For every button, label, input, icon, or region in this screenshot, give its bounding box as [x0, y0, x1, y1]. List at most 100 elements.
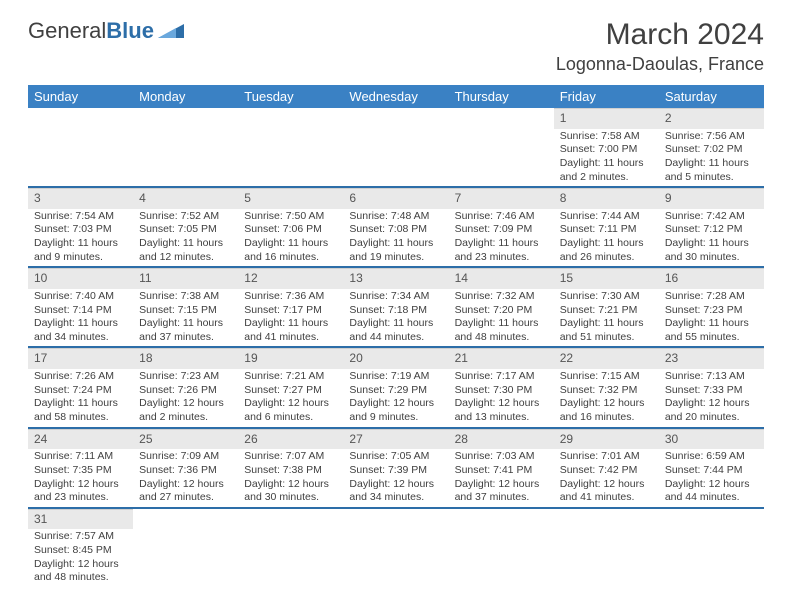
day-body: Sunrise: 7:19 AMSunset: 7:29 PMDaylight:…: [343, 369, 448, 427]
daylight-line: Daylight: 12 hours and 16 minutes.: [560, 397, 653, 424]
calendar-cell: 5Sunrise: 7:50 AMSunset: 7:06 PMDaylight…: [238, 187, 343, 267]
day-number: 31: [28, 509, 133, 530]
calendar-cell: 2Sunrise: 7:56 AMSunset: 7:02 PMDaylight…: [659, 108, 764, 187]
day-number: 14: [449, 268, 554, 289]
daylight-line: Daylight: 12 hours and 2 minutes.: [139, 397, 232, 424]
daylight-line: Daylight: 11 hours and 5 minutes.: [665, 157, 758, 184]
day-number: 18: [133, 348, 238, 369]
calendar-cell: 7Sunrise: 7:46 AMSunset: 7:09 PMDaylight…: [449, 187, 554, 267]
sunrise-line: Sunrise: 7:15 AM: [560, 370, 653, 384]
calendar-cell: [554, 508, 659, 587]
calendar-cell: 18Sunrise: 7:23 AMSunset: 7:26 PMDayligh…: [133, 347, 238, 427]
day-number: 10: [28, 268, 133, 289]
day-body: Sunrise: 7:58 AMSunset: 7:00 PMDaylight:…: [554, 129, 659, 187]
daylight-line: Daylight: 11 hours and 58 minutes.: [34, 397, 127, 424]
daylight-line: Daylight: 11 hours and 23 minutes.: [455, 237, 548, 264]
calendar-cell: 28Sunrise: 7:03 AMSunset: 7:41 PMDayligh…: [449, 428, 554, 508]
sunrise-line: Sunrise: 7:19 AM: [349, 370, 442, 384]
daylight-line: Daylight: 12 hours and 34 minutes.: [349, 478, 442, 505]
calendar-table: SundayMondayTuesdayWednesdayThursdayFrid…: [28, 85, 764, 587]
day-number: 1: [554, 108, 659, 129]
day-body: Sunrise: 7:56 AMSunset: 7:02 PMDaylight:…: [659, 129, 764, 187]
logo-text-1: General: [28, 18, 106, 44]
weekday-header: Saturday: [659, 85, 764, 108]
calendar-cell: 24Sunrise: 7:11 AMSunset: 7:35 PMDayligh…: [28, 428, 133, 508]
sunset-line: Sunset: 7:02 PM: [665, 143, 758, 157]
calendar-week-row: 17Sunrise: 7:26 AMSunset: 7:24 PMDayligh…: [28, 347, 764, 427]
logo-text-2: Blue: [106, 18, 154, 44]
day-body: Sunrise: 7:54 AMSunset: 7:03 PMDaylight:…: [28, 209, 133, 267]
daylight-line: Daylight: 11 hours and 34 minutes.: [34, 317, 127, 344]
calendar-cell: [343, 108, 448, 187]
calendar-cell: 30Sunrise: 6:59 AMSunset: 7:44 PMDayligh…: [659, 428, 764, 508]
sunset-line: Sunset: 7:35 PM: [34, 464, 127, 478]
day-number: 3: [28, 188, 133, 209]
daylight-line: Daylight: 11 hours and 2 minutes.: [560, 157, 653, 184]
day-number: 19: [238, 348, 343, 369]
sunrise-line: Sunrise: 7:40 AM: [34, 290, 127, 304]
sunrise-line: Sunrise: 7:50 AM: [244, 210, 337, 224]
sunset-line: Sunset: 7:17 PM: [244, 304, 337, 318]
sunset-line: Sunset: 7:12 PM: [665, 223, 758, 237]
calendar-week-row: 3Sunrise: 7:54 AMSunset: 7:03 PMDaylight…: [28, 187, 764, 267]
day-number: 23: [659, 348, 764, 369]
daylight-line: Daylight: 11 hours and 19 minutes.: [349, 237, 442, 264]
sunset-line: Sunset: 7:26 PM: [139, 384, 232, 398]
calendar-cell: 9Sunrise: 7:42 AMSunset: 7:12 PMDaylight…: [659, 187, 764, 267]
calendar-cell: 22Sunrise: 7:15 AMSunset: 7:32 PMDayligh…: [554, 347, 659, 427]
calendar-cell: 29Sunrise: 7:01 AMSunset: 7:42 PMDayligh…: [554, 428, 659, 508]
sunset-line: Sunset: 7:44 PM: [665, 464, 758, 478]
sunset-line: Sunset: 7:32 PM: [560, 384, 653, 398]
day-number: 9: [659, 188, 764, 209]
sunset-line: Sunset: 7:41 PM: [455, 464, 548, 478]
calendar-week-row: 24Sunrise: 7:11 AMSunset: 7:35 PMDayligh…: [28, 428, 764, 508]
weekday-header: Sunday: [28, 85, 133, 108]
calendar-cell: 25Sunrise: 7:09 AMSunset: 7:36 PMDayligh…: [133, 428, 238, 508]
day-number: 29: [554, 429, 659, 450]
sunrise-line: Sunrise: 7:13 AM: [665, 370, 758, 384]
calendar-week-row: 31Sunrise: 7:57 AMSunset: 8:45 PMDayligh…: [28, 508, 764, 587]
logo: GeneralBlue: [28, 18, 184, 44]
sunrise-line: Sunrise: 7:34 AM: [349, 290, 442, 304]
day-body: Sunrise: 7:07 AMSunset: 7:38 PMDaylight:…: [238, 449, 343, 507]
daylight-line: Daylight: 11 hours and 16 minutes.: [244, 237, 337, 264]
sunrise-line: Sunrise: 7:58 AM: [560, 130, 653, 144]
sunset-line: Sunset: 7:39 PM: [349, 464, 442, 478]
sunset-line: Sunset: 7:06 PM: [244, 223, 337, 237]
day-body: Sunrise: 7:48 AMSunset: 7:08 PMDaylight:…: [343, 209, 448, 267]
sunrise-line: Sunrise: 7:01 AM: [560, 450, 653, 464]
calendar-cell: 27Sunrise: 7:05 AMSunset: 7:39 PMDayligh…: [343, 428, 448, 508]
sunrise-line: Sunrise: 7:54 AM: [34, 210, 127, 224]
sunset-line: Sunset: 7:03 PM: [34, 223, 127, 237]
daylight-line: Daylight: 11 hours and 41 minutes.: [244, 317, 337, 344]
day-number: 17: [28, 348, 133, 369]
location: Logonna-Daoulas, France: [556, 54, 764, 75]
calendar-cell: 19Sunrise: 7:21 AMSunset: 7:27 PMDayligh…: [238, 347, 343, 427]
daylight-line: Daylight: 11 hours and 37 minutes.: [139, 317, 232, 344]
daylight-line: Daylight: 12 hours and 37 minutes.: [455, 478, 548, 505]
day-number: 7: [449, 188, 554, 209]
day-number: 13: [343, 268, 448, 289]
day-body: Sunrise: 7:15 AMSunset: 7:32 PMDaylight:…: [554, 369, 659, 427]
day-body: Sunrise: 7:38 AMSunset: 7:15 PMDaylight:…: [133, 289, 238, 347]
day-body: Sunrise: 7:03 AMSunset: 7:41 PMDaylight:…: [449, 449, 554, 507]
day-number: 20: [343, 348, 448, 369]
sunset-line: Sunset: 7:11 PM: [560, 223, 653, 237]
sunrise-line: Sunrise: 7:52 AM: [139, 210, 232, 224]
sunrise-line: Sunrise: 7:42 AM: [665, 210, 758, 224]
calendar-cell: 26Sunrise: 7:07 AMSunset: 7:38 PMDayligh…: [238, 428, 343, 508]
day-number: 2: [659, 108, 764, 129]
day-body: Sunrise: 7:01 AMSunset: 7:42 PMDaylight:…: [554, 449, 659, 507]
day-number: 11: [133, 268, 238, 289]
sunset-line: Sunset: 7:38 PM: [244, 464, 337, 478]
calendar-cell: 4Sunrise: 7:52 AMSunset: 7:05 PMDaylight…: [133, 187, 238, 267]
daylight-line: Daylight: 12 hours and 30 minutes.: [244, 478, 337, 505]
title-block: March 2024 Logonna-Daoulas, France: [556, 18, 764, 75]
sunrise-line: Sunrise: 7:57 AM: [34, 530, 127, 544]
calendar-cell: [449, 508, 554, 587]
header: GeneralBlue March 2024 Logonna-Daoulas, …: [28, 18, 764, 75]
calendar-cell: 20Sunrise: 7:19 AMSunset: 7:29 PMDayligh…: [343, 347, 448, 427]
calendar-cell: 10Sunrise: 7:40 AMSunset: 7:14 PMDayligh…: [28, 267, 133, 347]
sunset-line: Sunset: 7:21 PM: [560, 304, 653, 318]
daylight-line: Daylight: 11 hours and 26 minutes.: [560, 237, 653, 264]
